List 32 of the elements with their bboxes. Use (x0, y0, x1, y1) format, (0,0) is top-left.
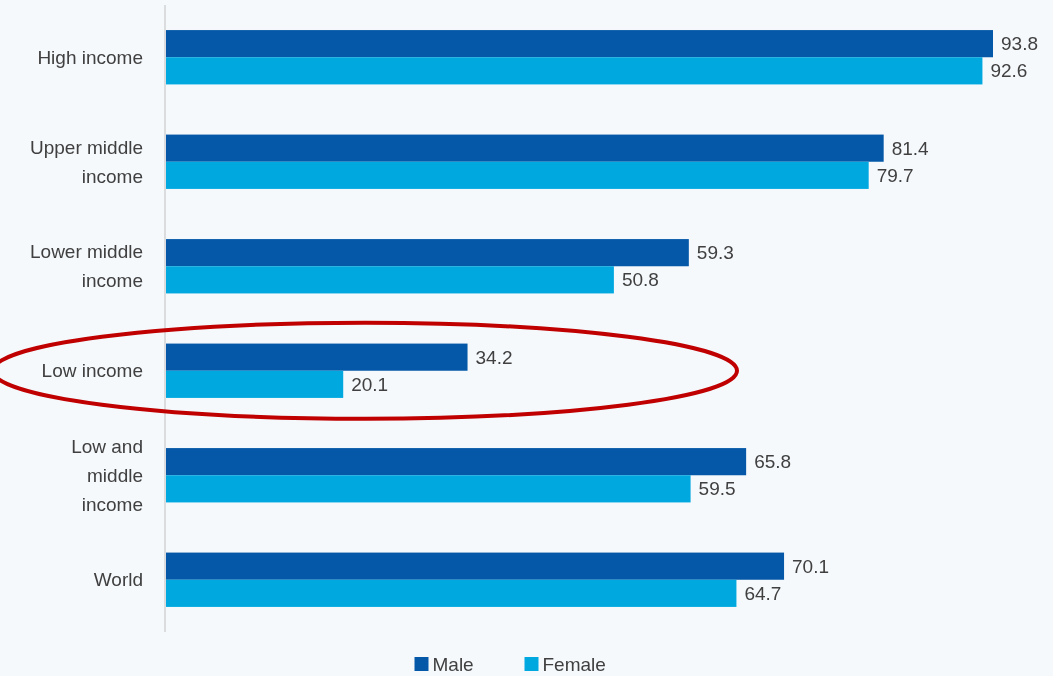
data-label: 59.5 (698, 478, 736, 500)
y-tick-label: World (93, 569, 143, 591)
bar (166, 30, 993, 58)
data-label: 79.7 (876, 164, 914, 186)
data-label: 70.1 (792, 555, 830, 577)
y-tick-label: Low income (41, 360, 143, 382)
y-tick-label: Upper middle income (30, 136, 143, 187)
bar (166, 266, 614, 294)
data-label: 93.8 (1001, 33, 1038, 55)
data-label: 92.6 (990, 60, 1028, 82)
bar (166, 134, 884, 162)
bar (166, 370, 344, 398)
data-label: 65.8 (754, 451, 792, 473)
bar (166, 552, 785, 580)
y-tick-label: Low and middle income (71, 435, 143, 515)
bar (166, 239, 689, 267)
bar (166, 475, 691, 503)
bar (166, 579, 737, 607)
data-label: 50.8 (621, 269, 659, 291)
legend-label: Male (432, 653, 474, 675)
bar (166, 448, 747, 476)
y-tick-label: High income (37, 46, 143, 68)
y-tick-label: Lower middle income (30, 241, 143, 292)
bar (166, 161, 869, 189)
data-label: 81.4 (891, 137, 930, 159)
data-label: 34.2 (475, 346, 513, 368)
bar (166, 343, 468, 371)
data-label: 64.7 (744, 582, 782, 604)
bar (166, 57, 983, 85)
data-label: 20.1 (351, 373, 389, 395)
data-label: 59.3 (696, 242, 734, 264)
legend-label: Female (542, 653, 606, 675)
